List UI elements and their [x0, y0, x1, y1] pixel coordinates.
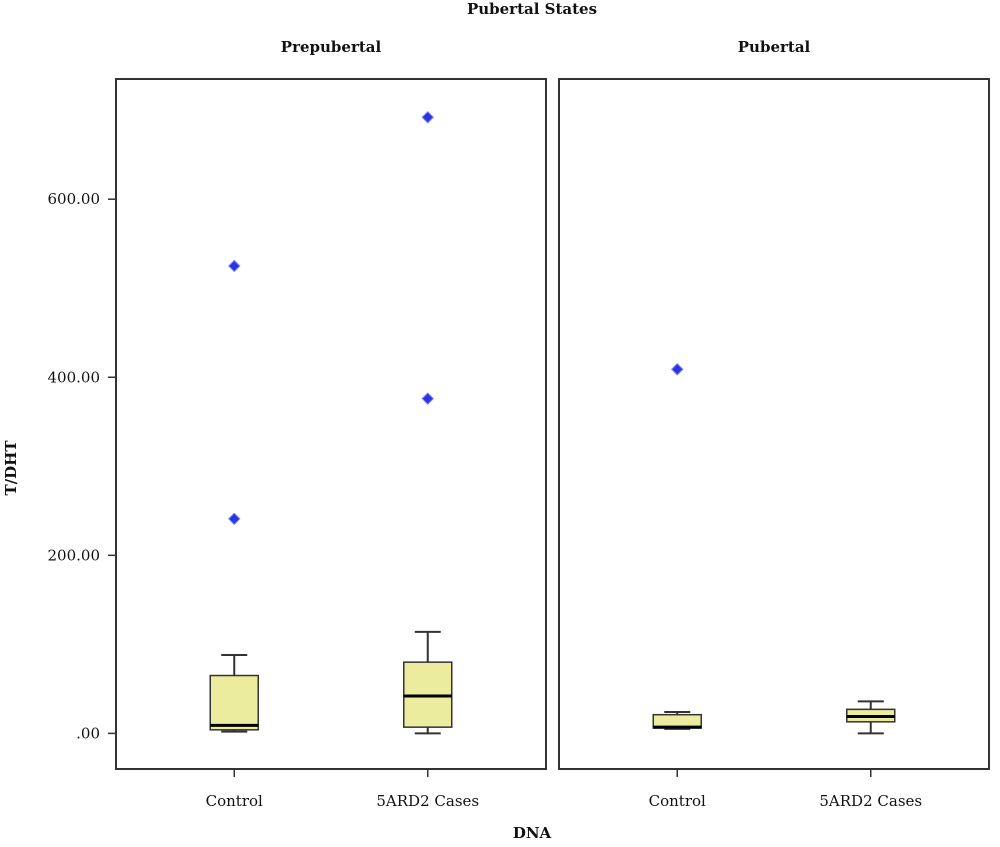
- outlier-point: [228, 259, 241, 273]
- chart-title: Pubertal States: [467, 0, 597, 18]
- x-axis-label: DNA: [513, 824, 552, 842]
- x-tick-label: Control: [206, 792, 263, 810]
- x-tick-label: Control: [649, 792, 706, 810]
- panel-pubertal: Pubertal Control 5ARD2 Cases: [558, 38, 990, 810]
- y-tick-label: 600.00: [48, 190, 101, 208]
- panel-label: Pubertal: [738, 38, 811, 56]
- outlier-point: [228, 512, 241, 526]
- panel-label: Prepubertal: [281, 38, 382, 56]
- outlier-point: [421, 111, 434, 124]
- y-tick-label: 400.00: [48, 368, 101, 386]
- y-tick-label: 200.00: [48, 546, 101, 564]
- outlier-point: [671, 363, 684, 376]
- panel-frame: [115, 78, 547, 770]
- panel-frame: [558, 78, 990, 770]
- box: [209, 674, 259, 731]
- x-tick-label: 5ARD2 Cases: [819, 792, 922, 810]
- x-tick-label: 5ARD2 Cases: [376, 792, 479, 810]
- y-axis-label: T/DHT: [2, 440, 20, 496]
- panels-group: .00 200.00 400.00 600.00 Prepubertal Control 5…: [48, 38, 990, 810]
- panel-prepubertal: Prepubertal Control 5ARD2 Cases: [115, 38, 547, 810]
- y-tick-label: .00: [76, 724, 100, 742]
- outlier-point: [421, 392, 434, 405]
